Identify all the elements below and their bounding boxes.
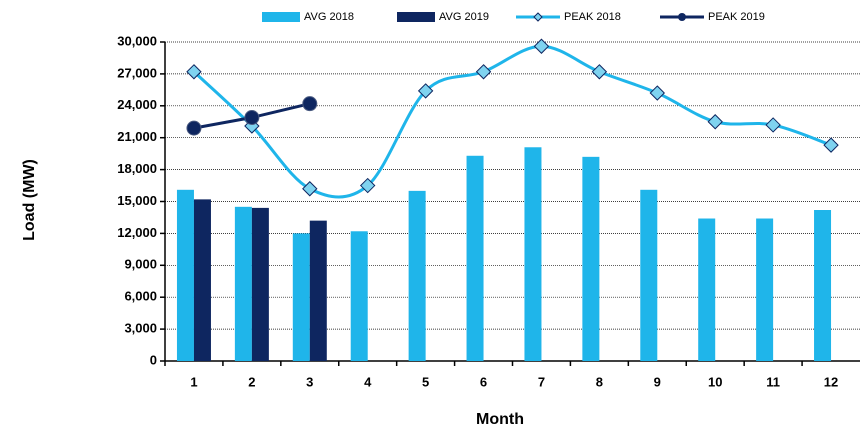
bar bbox=[582, 156, 600, 361]
x-tick-label: 2 bbox=[248, 374, 255, 389]
y-tick-label: 24,000 bbox=[117, 97, 157, 112]
diamond-marker bbox=[649, 85, 665, 101]
legend-label: PEAK 2019 bbox=[708, 11, 765, 23]
circle-marker bbox=[302, 96, 318, 112]
y-tick-label: 6,000 bbox=[124, 289, 157, 304]
x-tick-label: 4 bbox=[364, 374, 372, 389]
bar bbox=[193, 199, 211, 361]
diamond-marker bbox=[475, 64, 492, 80]
diamond-marker bbox=[765, 117, 781, 133]
legend-label: AVG 2019 bbox=[439, 11, 489, 23]
bar bbox=[524, 147, 542, 361]
diamond-marker bbox=[533, 38, 550, 54]
y-axis-label: Load (MW) bbox=[21, 159, 38, 241]
x-axis-label: Month bbox=[476, 411, 524, 428]
bar bbox=[350, 231, 368, 361]
x-tick-label: 1 bbox=[190, 374, 197, 389]
y-tick-label: 9,000 bbox=[124, 257, 157, 272]
legend-marker bbox=[678, 13, 686, 21]
bar bbox=[814, 210, 832, 361]
diamond-marker bbox=[186, 64, 202, 80]
y-tick-label: 15,000 bbox=[117, 193, 157, 208]
bar bbox=[292, 233, 310, 361]
legend-swatch bbox=[397, 12, 435, 22]
x-tick-label: 6 bbox=[480, 374, 487, 389]
diamond-marker bbox=[244, 118, 260, 134]
legend-marker bbox=[533, 12, 543, 22]
bar bbox=[309, 220, 327, 361]
line bbox=[192, 44, 832, 199]
y-tick-label: 27,000 bbox=[117, 65, 157, 80]
bar bbox=[234, 206, 252, 361]
legend-label: AVG 2018 bbox=[304, 11, 354, 23]
y-tick-label: 12,000 bbox=[117, 225, 157, 240]
bar bbox=[640, 189, 658, 361]
x-tick-label: 7 bbox=[538, 374, 545, 389]
y-tick-label: 3,000 bbox=[124, 321, 157, 336]
x-tick-label: 11 bbox=[766, 374, 780, 389]
diamond-marker bbox=[707, 114, 723, 130]
legend-label: PEAK 2018 bbox=[564, 11, 621, 23]
x-tick-label: 12 bbox=[824, 374, 838, 389]
circle-marker bbox=[186, 120, 202, 136]
y-tick-label: 0 bbox=[150, 352, 157, 367]
y-tick-label: 30,000 bbox=[117, 33, 157, 48]
x-tick-label: 5 bbox=[422, 374, 429, 389]
x-tick-label: 3 bbox=[306, 374, 313, 389]
bar bbox=[176, 189, 194, 361]
circle-marker bbox=[244, 109, 260, 125]
bar bbox=[251, 207, 269, 361]
diamond-marker bbox=[302, 181, 318, 197]
x-tick-label: 8 bbox=[596, 374, 603, 389]
legend-swatch bbox=[262, 12, 300, 22]
diamond-marker bbox=[591, 64, 608, 80]
x-tick-label: 10 bbox=[708, 374, 722, 389]
diamond-marker bbox=[823, 137, 839, 153]
diamond-marker bbox=[360, 177, 376, 194]
bar bbox=[698, 218, 716, 361]
y-tick-label: 21,000 bbox=[117, 129, 157, 144]
y-tick-label: 18,000 bbox=[117, 161, 157, 176]
bar bbox=[408, 190, 426, 361]
x-tick-label: 9 bbox=[654, 374, 661, 389]
bar bbox=[466, 155, 484, 361]
diamond-marker bbox=[417, 83, 434, 99]
bar bbox=[756, 218, 774, 361]
